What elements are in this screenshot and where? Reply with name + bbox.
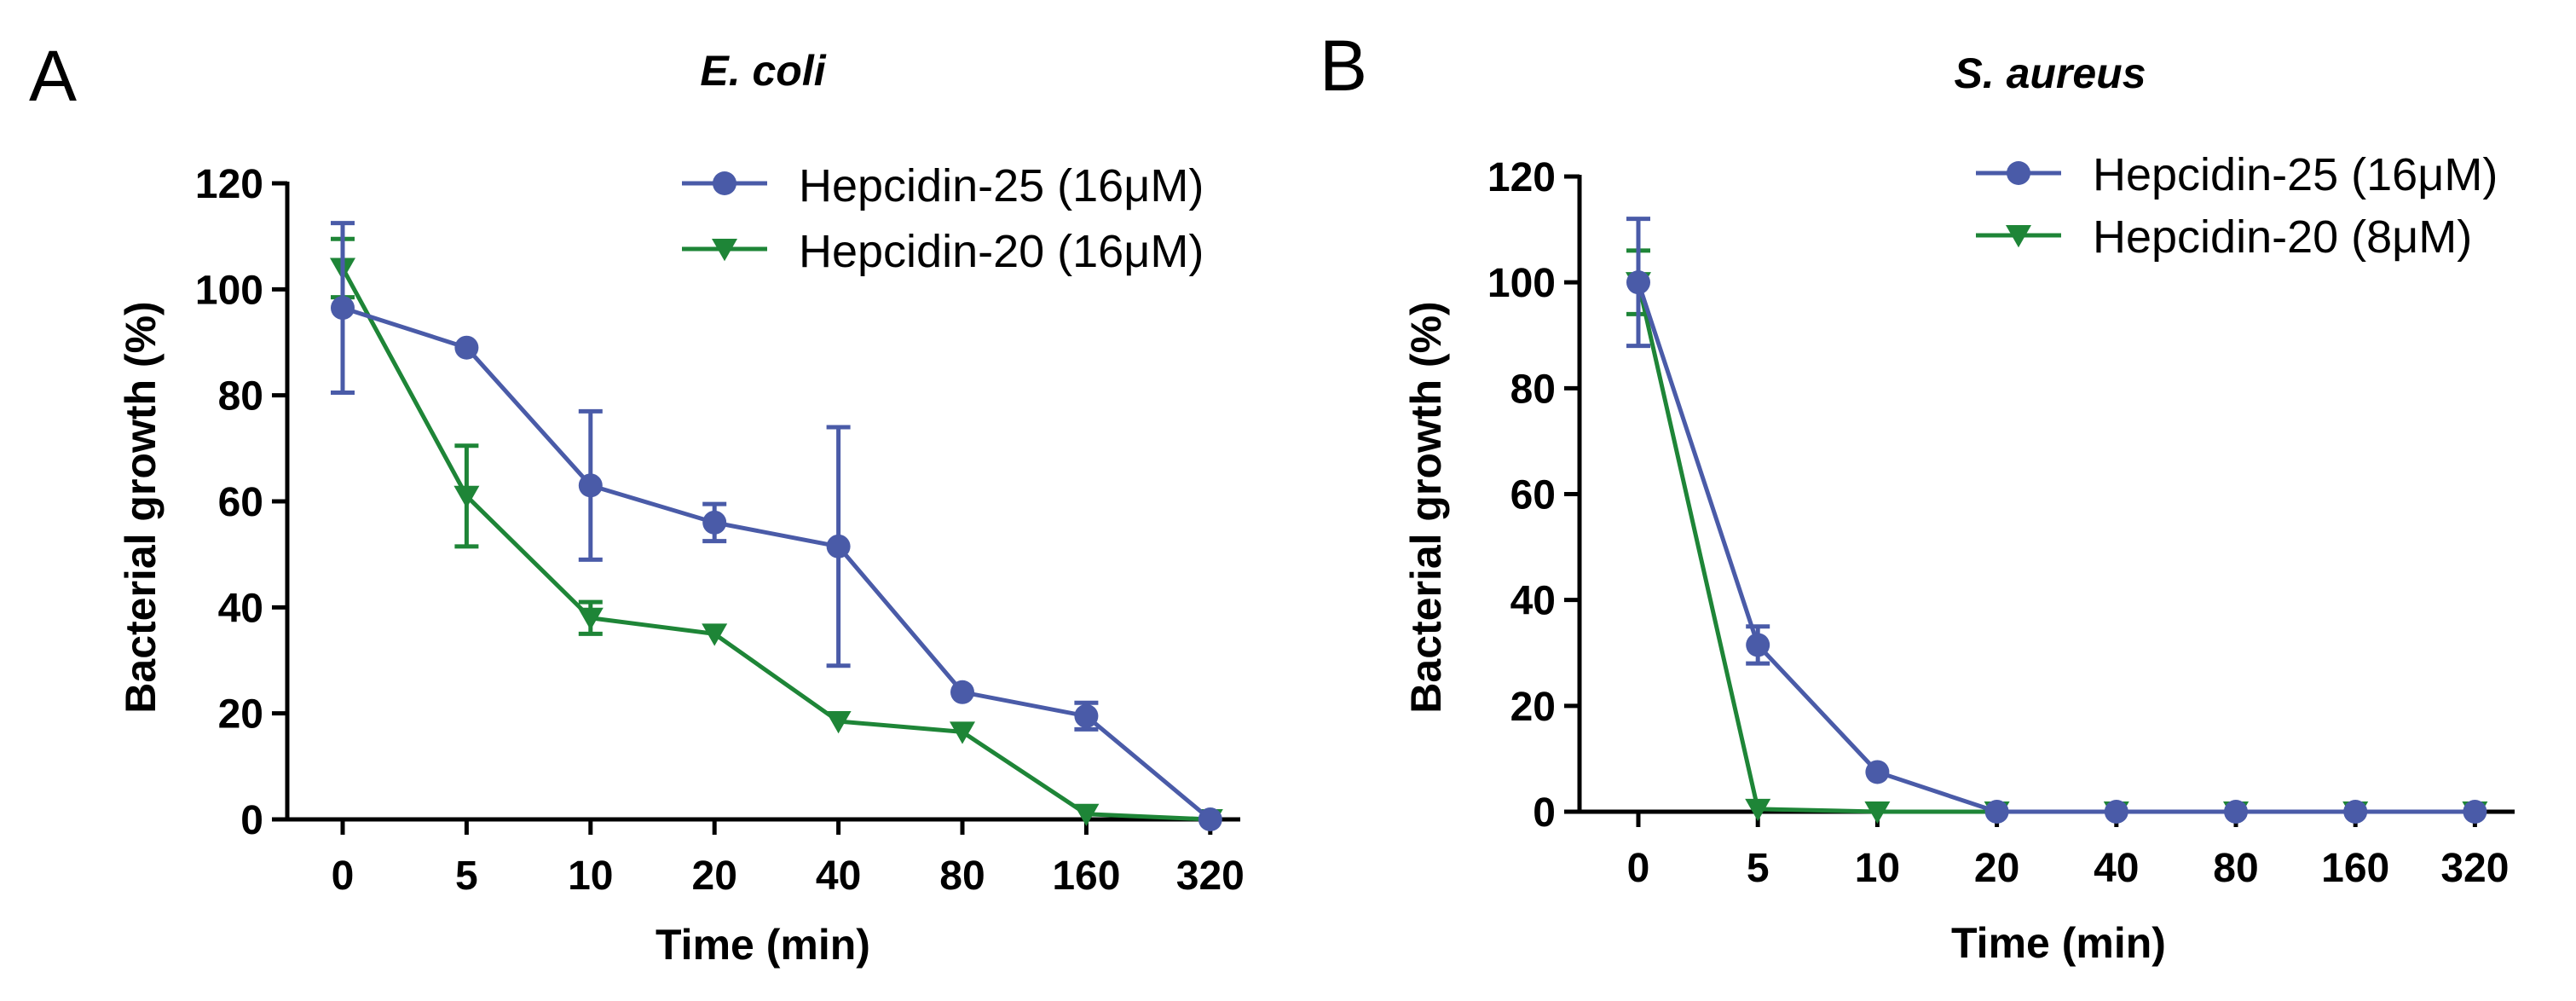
x-tick-label-a: 0	[332, 853, 355, 899]
x-tick-label-b: 40	[2094, 846, 2139, 891]
legend-marker-b-2	[2006, 225, 2031, 248]
y-axis-label-a: Bacterial growth (%)	[117, 301, 165, 713]
y-tick-label-b: 100	[1487, 261, 1556, 306]
x-tick-label-b: 5	[1747, 846, 1770, 891]
data-point-b-1	[1746, 633, 1770, 657]
data-point-a-2	[1073, 803, 1100, 827]
series-line-b-1	[1636, 281, 2475, 814]
x-tick-label-a: 5	[455, 853, 478, 899]
legend-label-a-2: Hepcidin-20 (16μM)	[799, 226, 1204, 277]
legend-label-b-1: Hepcidin-25 (16μM)	[2093, 149, 2498, 200]
x-tick-label-b: 80	[2213, 846, 2258, 891]
data-point-b-1	[2343, 800, 2368, 824]
y-tick-label-b: 40	[1510, 579, 1556, 624]
data-point-a-1	[826, 534, 851, 558]
y-tick-label-b: 120	[1487, 155, 1556, 200]
axes-b: 0 20 40 60 80 100 120 0 5 10 20 40 80 160 320	[1487, 155, 2515, 891]
x-tick-label-b: 10	[1855, 846, 1900, 891]
data-point-a-1	[950, 680, 974, 704]
data-point-a-1	[1074, 703, 1099, 728]
series-line-b-2	[1636, 281, 2475, 814]
x-tick-label-a: 40	[816, 853, 861, 899]
plot-area-b	[1626, 217, 2488, 825]
chart-title-a: E. coli	[700, 47, 826, 95]
legend-item-a-1: Hepcidin-25 (16μM)	[682, 160, 1204, 211]
x-tick-label-a: 20	[692, 853, 737, 899]
series-b-2	[1626, 248, 2488, 825]
y-tick-label-a: 60	[218, 480, 263, 525]
data-point-b-2	[1864, 801, 1891, 825]
y-tick-label-b: 60	[1510, 473, 1556, 518]
legend-item-b-1: Hepcidin-25 (16μM)	[1976, 149, 2498, 200]
y-axis-label-b: Bacterial growth (%)	[1402, 301, 1450, 713]
x-tick-label-b: 160	[2321, 846, 2389, 891]
series-b-1	[1626, 217, 2487, 824]
legend-item-a-2: Hepcidin-20 (16μM)	[682, 226, 1204, 277]
x-tick-label-a: 10	[568, 853, 613, 899]
panel-a: A E. coli Time (min) Bacterial growth (%…	[29, 36, 1245, 969]
x-axis-label-a: Time (min)	[656, 921, 870, 969]
data-point-a-1	[331, 296, 355, 321]
y-tick-label-a: 80	[218, 374, 263, 419]
data-point-a-1	[1198, 807, 1222, 831]
data-point-a-2	[825, 710, 852, 734]
panel-letter-a: A	[29, 36, 77, 116]
data-point-b-1	[1984, 800, 2009, 824]
data-point-a-2	[577, 607, 604, 631]
legend-label-a-1: Hepcidin-25 (16μM)	[799, 160, 1204, 211]
y-tick-label-b: 0	[1533, 790, 1556, 836]
data-point-a-2	[453, 485, 480, 509]
series-line-a-1	[342, 305, 1212, 821]
series-line-a-2	[340, 267, 1210, 822]
data-point-a-2	[702, 623, 728, 646]
x-tick-label-b: 320	[2440, 846, 2509, 891]
x-tick-label-a: 80	[939, 853, 985, 899]
legend-marker-a-1	[713, 171, 736, 195]
data-point-b-2	[1745, 798, 1771, 822]
x-axis-label-b: Time (min)	[1951, 919, 2166, 967]
data-point-b-1	[2104, 800, 2128, 824]
x-tick-label-a: 160	[1052, 853, 1120, 899]
y-tick-label-b: 20	[1510, 685, 1556, 730]
y-tick-label-a: 0	[240, 798, 263, 843]
x-tick-label-b: 20	[1974, 846, 2019, 891]
data-point-a-1	[454, 335, 479, 360]
y-tick-label-a: 40	[218, 586, 263, 631]
legend-label-b-2: Hepcidin-20 (8μM)	[2093, 211, 2472, 263]
y-tick-label-a: 20	[218, 692, 263, 738]
data-point-a-2	[950, 721, 975, 744]
x-tick-label-a: 320	[1176, 853, 1245, 899]
legend-item-b-2: Hepcidin-20 (8μM)	[1976, 211, 2472, 263]
y-tick-label-a: 100	[195, 268, 263, 313]
legend-marker-b-1	[2007, 161, 2030, 185]
panel-b: B S. aureus Time (min) Bacterial growth …	[1320, 26, 2515, 967]
data-point-a-1	[578, 473, 603, 498]
series-a-1	[331, 221, 1222, 831]
data-point-a-1	[702, 510, 727, 535]
chart-title-b: S. aureus	[1954, 49, 2146, 97]
data-point-b-1	[1626, 270, 1650, 295]
axes-a: 0 20 40 60 80 100 120 0 5 10 20 40 80 160 320	[195, 162, 1245, 899]
plot-area-a	[330, 221, 1223, 832]
data-point-b-1	[2224, 800, 2248, 824]
data-point-b-1	[1865, 760, 1890, 784]
x-tick-label-b: 0	[1627, 846, 1650, 891]
legend-marker-a-2	[712, 239, 737, 262]
panel-letter-b: B	[1320, 26, 1367, 106]
data-point-b-1	[2463, 800, 2487, 824]
y-tick-label-b: 80	[1510, 367, 1556, 412]
y-tick-label-a: 120	[195, 162, 263, 207]
